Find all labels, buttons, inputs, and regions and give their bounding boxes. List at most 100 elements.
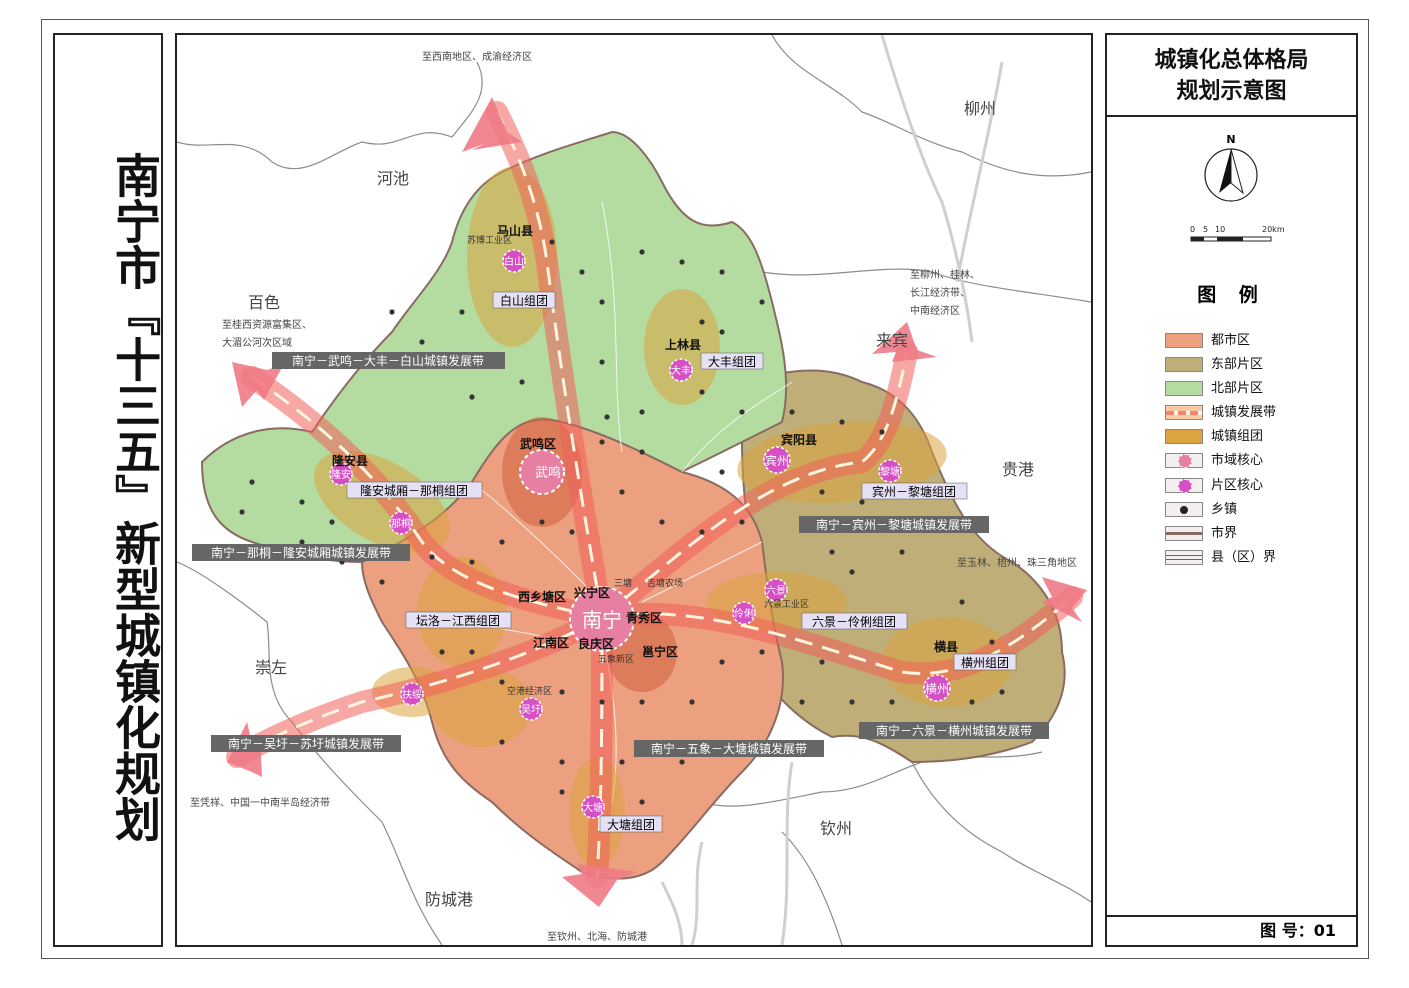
district-yongning: 邕宁区 bbox=[642, 644, 678, 659]
town-dot bbox=[719, 329, 725, 335]
town-dot bbox=[719, 469, 725, 475]
map-svg: 河池 柳州 百色 来宾 贵港 崇左 钦州 防城港 至西南地区、成渝经济区 至柳州… bbox=[177, 35, 1091, 945]
legend-item: 市域核心 bbox=[1165, 453, 1355, 471]
legend-swatch bbox=[1165, 526, 1203, 541]
town-dot bbox=[659, 519, 665, 525]
legend-label: 东部片区 bbox=[1211, 357, 1264, 372]
cluster-labels: 白山组团 大丰组团 宾州－黎塘组团 隆安城厢－那桐组团 坛洛－江西组团 六景－伶… bbox=[346, 291, 1017, 833]
town-dot bbox=[469, 394, 475, 400]
legend-item: 乡镇 bbox=[1165, 502, 1355, 520]
legend-panel: 城镇化总体格局 规划示意图 N 0 5 10 20km 图 例 都市区 东部片区北… bbox=[1105, 33, 1358, 947]
map-title-line-2: 规划示意图 bbox=[1176, 79, 1287, 104]
title-panel: 南宁市『十三五』新型城镇化规划 bbox=[53, 33, 163, 947]
place-airport-zone: 空港经济区 bbox=[507, 685, 552, 697]
town-dot bbox=[819, 659, 825, 665]
town-dot bbox=[559, 789, 565, 795]
core-baishan: 白山 bbox=[504, 255, 524, 268]
town-dot bbox=[549, 239, 555, 245]
town-dot bbox=[799, 699, 805, 705]
legend-label: 片区核心 bbox=[1211, 478, 1264, 493]
town-dot bbox=[604, 414, 610, 420]
core-wuxu: 吴圩 bbox=[521, 703, 541, 716]
dest-qinzhou: 至钦州、北海、防城港 bbox=[547, 930, 647, 943]
neighbor-qinzhou: 钦州 bbox=[820, 819, 852, 838]
town-dot bbox=[959, 599, 965, 605]
legend-label: 县（区）界 bbox=[1211, 550, 1277, 565]
town-dot bbox=[719, 269, 725, 275]
core-litang: 黎塘 bbox=[880, 465, 900, 478]
county-mashan: 马山县 bbox=[497, 223, 533, 238]
town-dot bbox=[719, 659, 725, 665]
town-dot bbox=[299, 499, 305, 505]
legend-heading: 图 例 bbox=[1197, 284, 1266, 306]
district-xingning: 兴宁区 bbox=[574, 585, 610, 600]
town-dot bbox=[599, 699, 605, 705]
town-dot bbox=[299, 539, 305, 545]
core-fusui: 扶绥 bbox=[402, 688, 422, 701]
town-dot bbox=[899, 549, 905, 555]
legend-item: 北部片区 bbox=[1165, 381, 1355, 399]
map-panel: 河池 柳州 百色 来宾 贵港 崇左 钦州 防城港 至西南地区、成渝经济区 至柳州… bbox=[175, 33, 1093, 947]
neighbor-fangchenggang: 防城港 bbox=[425, 890, 473, 909]
neighbor-hechi: 河池 bbox=[377, 169, 409, 188]
legend-item: 片区核心 bbox=[1165, 478, 1355, 496]
town-dot bbox=[639, 449, 645, 455]
town-dot bbox=[559, 689, 565, 695]
district-qingxiu: 青秀区 bbox=[626, 610, 662, 625]
town-dot bbox=[819, 489, 825, 495]
town-dot bbox=[639, 409, 645, 415]
town-dot bbox=[839, 419, 845, 425]
legend-label: 北部片区 bbox=[1211, 381, 1264, 396]
town-dot bbox=[499, 679, 505, 685]
town-dot bbox=[539, 519, 545, 525]
town-dot bbox=[459, 309, 465, 315]
legend-label: 市界 bbox=[1211, 526, 1238, 541]
town-dot bbox=[499, 539, 505, 545]
district-xixiangtang: 西乡塘区 bbox=[518, 589, 566, 604]
town-dot bbox=[559, 759, 565, 765]
town-dot bbox=[519, 379, 525, 385]
county-hengxian: 横县 bbox=[934, 639, 958, 654]
neighbor-baise: 百色 bbox=[248, 293, 280, 312]
district-liangqing: 良庆区 bbox=[578, 636, 614, 651]
figure-number: 图 号：01 bbox=[1107, 915, 1356, 945]
cluster-binzhou-litang: 宾州－黎塘组团 bbox=[872, 484, 956, 499]
neighbor-laibin: 来宾 bbox=[876, 331, 908, 350]
neighbor-labels: 河池 柳州 百色 来宾 贵港 崇左 钦州 防城港 bbox=[248, 99, 1034, 909]
core-labels: 白山 大丰 武鸣 宾州 黎塘 隆安 那桐 六景 伶俐 横州 扶绥 吴圩 大塘 bbox=[331, 255, 949, 814]
legend-item: 城镇组团 bbox=[1165, 429, 1355, 447]
town-dot bbox=[439, 649, 445, 655]
town-dot bbox=[469, 649, 475, 655]
place-wuxiang: 五象新区 bbox=[598, 653, 634, 665]
legend-item: 县（区）界 bbox=[1165, 550, 1355, 568]
dest-liuzhou-3: 中南经济区 bbox=[910, 304, 960, 317]
legend-item: 城镇发展带 bbox=[1165, 405, 1355, 423]
town-dot bbox=[789, 409, 795, 415]
town-dot bbox=[829, 549, 835, 555]
county-wuming: 武鸣区 bbox=[520, 436, 556, 451]
town-dot bbox=[379, 579, 385, 585]
dest-yulin: 至玉林、梧州、珠三角地区 bbox=[957, 556, 1077, 569]
town-dot bbox=[639, 249, 645, 255]
core-dafeng: 大丰 bbox=[671, 364, 691, 377]
town-dot bbox=[849, 569, 855, 575]
town-dot bbox=[859, 499, 865, 505]
town-dot bbox=[419, 339, 425, 345]
town-dot bbox=[619, 489, 625, 495]
legend-label: 市域核心 bbox=[1211, 453, 1264, 468]
map-title: 城镇化总体格局 规划示意图 bbox=[1107, 35, 1356, 117]
destination-labels: 至西南地区、成渝经济区 至柳州、桂林、 长江经济带、 中南经济区 至桂西资源富集… bbox=[190, 50, 1077, 943]
scale-label-20km: 20km bbox=[1262, 225, 1285, 234]
place-jitang: 吉塘农场 bbox=[647, 577, 683, 589]
legend-swatch bbox=[1165, 357, 1203, 372]
north-arrow-icon: N bbox=[1203, 133, 1259, 203]
legend-swatch bbox=[1165, 381, 1203, 396]
belt-label-wuming: 南宁－武鸣－大丰－白山城镇发展带 bbox=[292, 353, 484, 368]
plan-title: 南宁市『十三五』新型城镇化规划 bbox=[108, 152, 162, 842]
core-longan: 隆安 bbox=[331, 468, 351, 481]
legend-swatch bbox=[1165, 429, 1203, 444]
dest-baise-1: 至桂西资源富集区、 bbox=[222, 318, 312, 331]
core-nanning: 南宁 bbox=[582, 608, 622, 632]
core-hengzhou: 横州 bbox=[925, 682, 949, 696]
town-dot bbox=[969, 699, 975, 705]
